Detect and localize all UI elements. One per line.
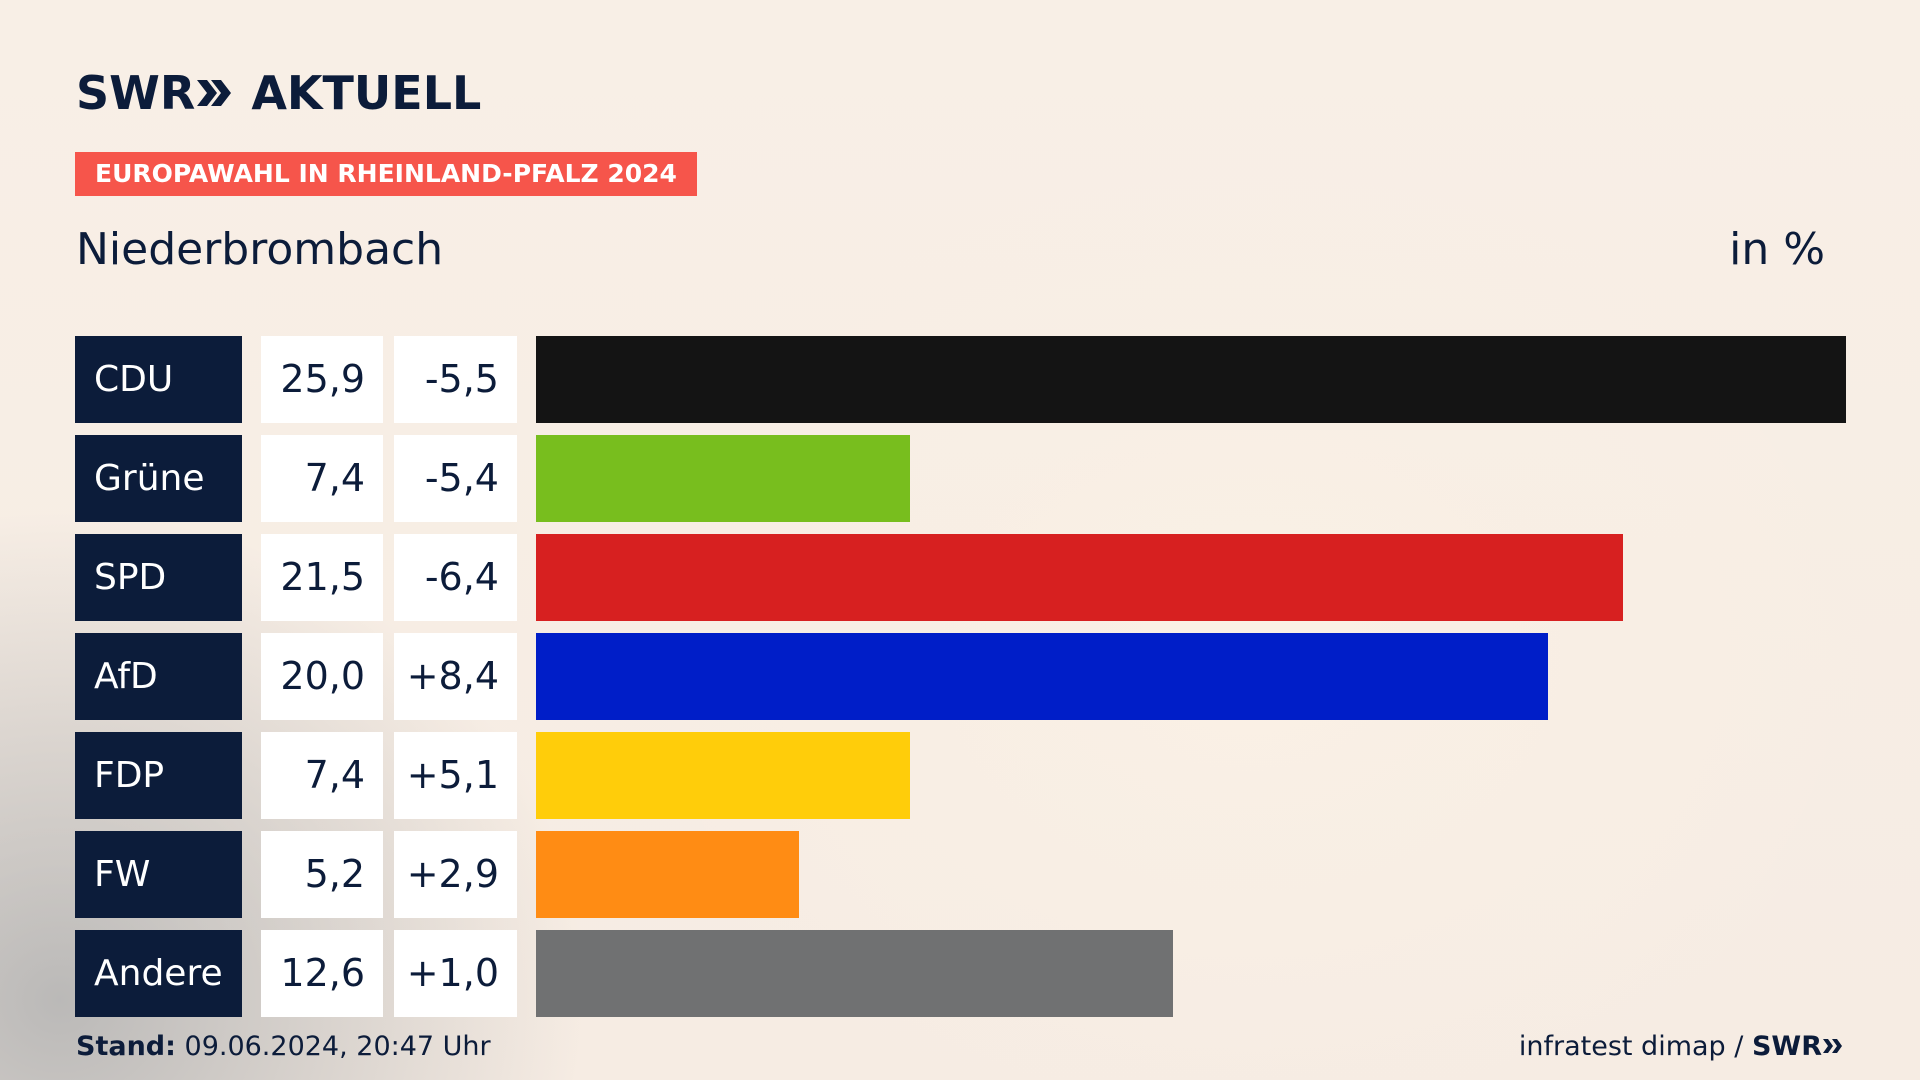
election-badge: EUROPAWAHL IN RHEINLAND-PFALZ 2024 (75, 152, 697, 196)
diff-label: +5,1 (394, 732, 517, 819)
party-label: AfD (75, 633, 242, 720)
bar (536, 930, 1173, 1017)
diff-label: -5,5 (394, 336, 517, 423)
value-label: 12,6 (261, 930, 383, 1017)
value-label: 7,4 (261, 435, 383, 522)
party-label: SPD (75, 534, 242, 621)
party-label: FDP (75, 732, 242, 819)
bar-row: FW 5,2 +2,9 (75, 831, 1846, 918)
value-label: 20,0 (261, 633, 383, 720)
source-logo: SWR (1751, 1031, 1822, 1062)
logo-aktuell-text: AKTUELL (251, 66, 482, 120)
diff-label: -5,4 (394, 435, 517, 522)
party-label: Andere (75, 930, 242, 1017)
diff-label: -6,4 (394, 534, 517, 621)
value-label: 21,5 (261, 534, 383, 621)
unit-label: in % (1729, 224, 1825, 275)
bar (536, 534, 1623, 621)
chart-title: Niederbrombach (76, 224, 444, 275)
chart-rows: CDU 25,9 -5,5 Grüne 7,4 -5,4 SPD 21,5 -6,4 AfD 20,… (75, 336, 1846, 1029)
source-credit: infratest dimap / SWR (1519, 1030, 1844, 1064)
bar-row: CDU 25,9 -5,5 (75, 336, 1846, 423)
source-text: infratest dimap / (1518, 1031, 1744, 1062)
bar-row: Andere 12,6 +1,0 (75, 930, 1846, 1017)
diff-label: +1,0 (394, 930, 517, 1017)
stand-value: 09.06.2024, 20:47 Uhr (184, 1031, 491, 1062)
diff-label: +2,9 (394, 831, 517, 918)
value-label: 7,4 (261, 732, 383, 819)
value-label: 25,9 (261, 336, 383, 423)
timestamp: Stand: 09.06.2024, 20:47 Uhr (76, 1030, 491, 1064)
bar (536, 732, 910, 819)
party-label: Grüne (75, 435, 242, 522)
double-chevron-icon (197, 80, 232, 106)
party-label: FW (75, 831, 242, 918)
swr-aktuell-logo: SWR AKTUELL (76, 66, 481, 120)
bar-row: FDP 7,4 +5,1 (75, 732, 1846, 819)
bar (536, 831, 799, 918)
source-chevron-icon (1823, 1039, 1842, 1053)
party-label: CDU (75, 336, 242, 423)
bar (536, 633, 1548, 720)
bar (536, 435, 910, 522)
diff-label: +8,4 (394, 633, 517, 720)
stand-label: Stand: (76, 1031, 176, 1062)
logo-swr-text: SWR (76, 66, 196, 120)
bar-row: Grüne 7,4 -5,4 (75, 435, 1846, 522)
bar-row: AfD 20,0 +8,4 (75, 633, 1846, 720)
bar-row: SPD 21,5 -6,4 (75, 534, 1846, 621)
bar (536, 336, 1846, 423)
value-label: 5,2 (261, 831, 383, 918)
